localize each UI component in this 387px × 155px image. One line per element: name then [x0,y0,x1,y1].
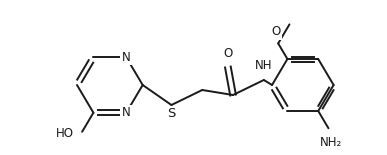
Text: N: N [122,51,131,64]
Text: O: O [223,47,233,60]
Text: HO: HO [56,127,74,140]
Text: S: S [167,107,176,120]
Text: NH₂: NH₂ [319,136,342,149]
Text: NH: NH [255,59,272,72]
Text: N: N [122,106,131,119]
Text: O: O [272,25,281,38]
